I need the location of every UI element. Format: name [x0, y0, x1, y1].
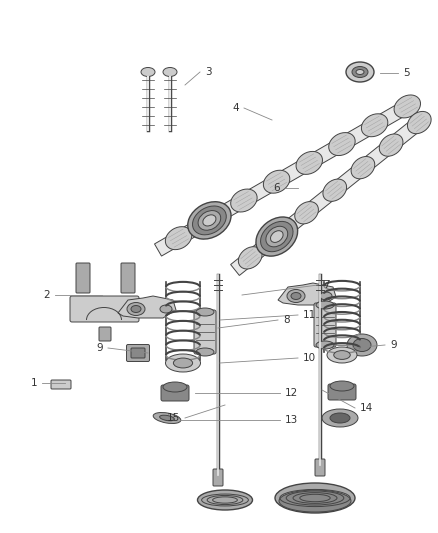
Polygon shape: [278, 283, 336, 305]
Text: 3: 3: [205, 67, 212, 77]
Ellipse shape: [173, 358, 193, 368]
Ellipse shape: [238, 247, 262, 269]
Ellipse shape: [295, 201, 318, 224]
FancyBboxPatch shape: [328, 384, 356, 400]
Polygon shape: [118, 296, 176, 318]
Ellipse shape: [407, 111, 431, 134]
FancyBboxPatch shape: [194, 310, 216, 354]
Ellipse shape: [198, 208, 224, 231]
Ellipse shape: [394, 95, 420, 118]
Ellipse shape: [287, 289, 305, 303]
Text: 7: 7: [323, 280, 330, 290]
Ellipse shape: [361, 114, 388, 137]
Ellipse shape: [316, 341, 334, 349]
Ellipse shape: [329, 133, 355, 156]
Ellipse shape: [263, 170, 290, 193]
FancyBboxPatch shape: [99, 327, 111, 341]
Text: 6: 6: [273, 183, 280, 193]
Text: 5: 5: [403, 68, 410, 78]
Ellipse shape: [127, 303, 145, 316]
FancyBboxPatch shape: [315, 459, 325, 476]
FancyBboxPatch shape: [314, 303, 336, 347]
Text: 1: 1: [30, 378, 37, 388]
Ellipse shape: [231, 189, 257, 212]
Ellipse shape: [330, 413, 350, 423]
Ellipse shape: [334, 351, 350, 359]
Ellipse shape: [163, 68, 177, 77]
Text: 8: 8: [283, 315, 290, 325]
Ellipse shape: [316, 301, 334, 309]
Ellipse shape: [196, 348, 214, 356]
Ellipse shape: [266, 227, 288, 247]
Ellipse shape: [353, 338, 371, 351]
FancyBboxPatch shape: [131, 348, 145, 358]
Ellipse shape: [323, 179, 346, 201]
FancyBboxPatch shape: [161, 385, 189, 401]
Text: 12: 12: [285, 388, 298, 398]
Ellipse shape: [160, 305, 172, 313]
Polygon shape: [155, 96, 418, 256]
Ellipse shape: [198, 211, 221, 230]
Ellipse shape: [291, 293, 301, 300]
Ellipse shape: [256, 217, 298, 256]
Ellipse shape: [163, 382, 187, 392]
Text: 13: 13: [285, 415, 298, 425]
Ellipse shape: [347, 334, 377, 356]
Ellipse shape: [141, 68, 155, 77]
Polygon shape: [231, 112, 429, 276]
Ellipse shape: [351, 157, 375, 179]
Ellipse shape: [203, 215, 216, 226]
FancyBboxPatch shape: [213, 469, 223, 486]
Text: 10: 10: [303, 353, 316, 363]
Ellipse shape: [320, 292, 332, 300]
Text: 9: 9: [96, 343, 103, 353]
Ellipse shape: [322, 409, 358, 427]
Text: 15: 15: [167, 413, 180, 423]
Ellipse shape: [159, 415, 174, 421]
Ellipse shape: [271, 231, 283, 243]
Ellipse shape: [346, 62, 374, 82]
Text: 11: 11: [303, 310, 316, 320]
Ellipse shape: [198, 490, 252, 510]
Ellipse shape: [275, 483, 355, 513]
Text: 14: 14: [360, 403, 373, 413]
Ellipse shape: [330, 381, 354, 391]
Ellipse shape: [356, 69, 364, 75]
FancyBboxPatch shape: [76, 263, 90, 293]
Ellipse shape: [166, 354, 201, 372]
FancyBboxPatch shape: [121, 263, 135, 293]
Ellipse shape: [279, 490, 351, 512]
Ellipse shape: [327, 347, 357, 363]
Ellipse shape: [131, 305, 141, 312]
Text: 9: 9: [390, 340, 397, 350]
Ellipse shape: [153, 413, 181, 424]
Ellipse shape: [193, 206, 226, 235]
FancyBboxPatch shape: [51, 380, 71, 389]
Ellipse shape: [165, 227, 192, 249]
FancyBboxPatch shape: [127, 344, 149, 361]
Ellipse shape: [196, 308, 214, 316]
Ellipse shape: [188, 201, 231, 239]
Ellipse shape: [261, 221, 293, 252]
Ellipse shape: [267, 224, 290, 246]
Text: 4: 4: [233, 103, 239, 113]
Ellipse shape: [379, 134, 403, 156]
Ellipse shape: [352, 67, 368, 77]
Ellipse shape: [296, 151, 322, 174]
Text: 2: 2: [43, 290, 50, 300]
FancyBboxPatch shape: [70, 296, 139, 322]
